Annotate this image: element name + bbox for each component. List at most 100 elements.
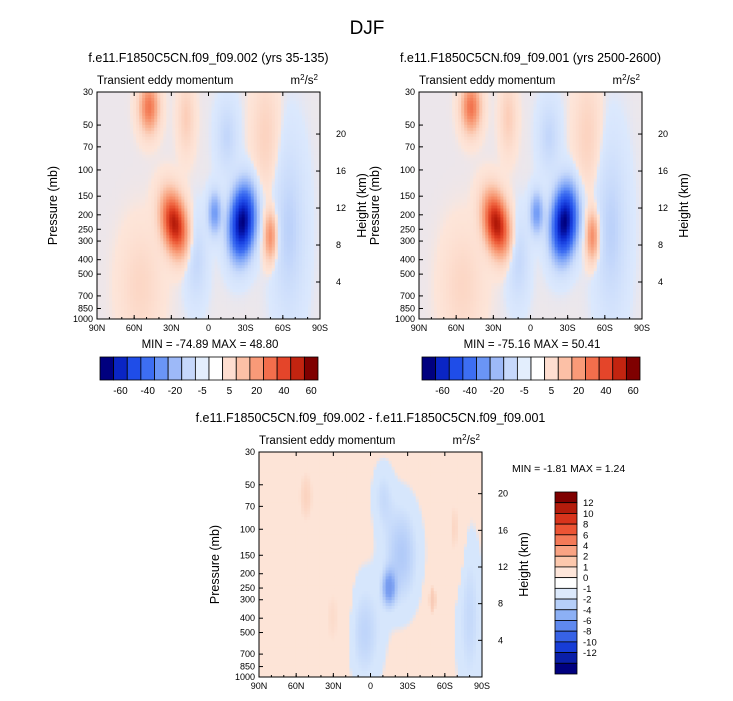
field-cell — [253, 184, 258, 189]
field-cell — [262, 169, 267, 174]
field-cell — [130, 277, 134, 281]
field-cell — [313, 205, 318, 210]
field-cell — [169, 94, 173, 99]
field-cell — [154, 139, 158, 144]
field-cell — [196, 268, 201, 272]
field-cell — [217, 193, 222, 198]
field-cell — [139, 217, 143, 222]
field-cell — [250, 271, 255, 275]
field-cell — [301, 178, 306, 183]
field-cell — [214, 106, 219, 111]
field-cell — [313, 109, 318, 114]
field-cell — [208, 97, 213, 102]
field-cell — [97, 232, 101, 236]
field-cell — [115, 145, 119, 150]
field-cell — [202, 265, 207, 269]
field-cell — [139, 100, 143, 105]
field-cell — [304, 121, 309, 126]
field-cell — [310, 250, 315, 254]
field-cell — [106, 106, 110, 111]
field-cell — [229, 92, 234, 96]
field-cell — [211, 217, 216, 222]
field-cell — [133, 139, 137, 144]
field-cell — [208, 151, 213, 156]
field-cell — [277, 253, 282, 257]
field-cell — [271, 229, 276, 233]
field-cell — [124, 142, 128, 147]
field-cell — [226, 166, 231, 171]
field-cell — [112, 130, 116, 135]
field-cell — [136, 190, 140, 195]
field-cell — [223, 145, 228, 150]
field-cell — [232, 277, 237, 281]
field-cell — [265, 238, 270, 242]
field-cell — [151, 226, 155, 230]
field-cell — [244, 178, 249, 183]
field-cell — [121, 160, 125, 165]
field-cell — [184, 166, 188, 171]
field-cell — [235, 235, 240, 239]
field-cell — [175, 214, 179, 219]
field-cell — [313, 256, 318, 260]
field-cell — [205, 94, 210, 99]
field-cell — [145, 262, 149, 266]
field-cell — [244, 208, 249, 213]
field-cell — [304, 124, 309, 129]
field-cell — [259, 136, 264, 141]
field-cell — [205, 142, 210, 147]
field-cell — [139, 154, 143, 159]
field-cell — [97, 109, 101, 114]
field-cell — [109, 265, 113, 269]
field-cell — [295, 145, 300, 150]
field-cell — [142, 121, 146, 126]
field-cell — [184, 136, 188, 141]
field-cell — [181, 253, 185, 257]
field-cell — [196, 202, 201, 207]
field-cell — [235, 130, 240, 135]
field-cell — [301, 103, 306, 108]
field-cell — [127, 100, 131, 105]
field-cell — [193, 97, 198, 102]
field-cell — [118, 256, 122, 260]
field-cell — [280, 184, 285, 189]
field-cell — [289, 92, 294, 96]
field-cell — [142, 136, 146, 141]
field-cell — [142, 112, 146, 117]
field-cell — [277, 286, 282, 290]
field-cell — [166, 256, 170, 260]
field-cell — [124, 106, 128, 111]
field-cell — [241, 259, 246, 263]
field-cell — [286, 274, 291, 278]
field-cell — [229, 289, 234, 293]
field-cell — [127, 217, 131, 222]
field-cell — [169, 109, 173, 114]
field-cell — [247, 199, 252, 204]
field-cell — [202, 127, 207, 132]
field-cell — [316, 184, 320, 189]
field-cell — [313, 124, 318, 129]
field-cell — [304, 112, 309, 117]
field-cell — [130, 178, 134, 183]
field-cell — [232, 92, 237, 96]
field-cell — [211, 133, 216, 138]
field-cell — [172, 94, 176, 99]
field-cell — [127, 289, 131, 293]
field-cell — [154, 259, 158, 263]
field-cell — [229, 115, 234, 120]
field-cell — [115, 190, 119, 195]
field-cell — [286, 190, 291, 195]
field-cell — [112, 169, 116, 174]
field-cell — [178, 202, 182, 207]
field-cell — [295, 259, 300, 263]
field-cell — [253, 115, 258, 120]
field-cell — [175, 226, 179, 230]
field-cell — [235, 175, 240, 180]
field-cell — [265, 208, 270, 213]
field-cell — [268, 154, 273, 159]
field-cell — [292, 253, 297, 257]
field-cell — [259, 109, 264, 114]
field-cell — [232, 238, 237, 242]
field-cell — [247, 253, 252, 257]
field-cell — [157, 211, 161, 216]
field-cell — [289, 256, 294, 260]
